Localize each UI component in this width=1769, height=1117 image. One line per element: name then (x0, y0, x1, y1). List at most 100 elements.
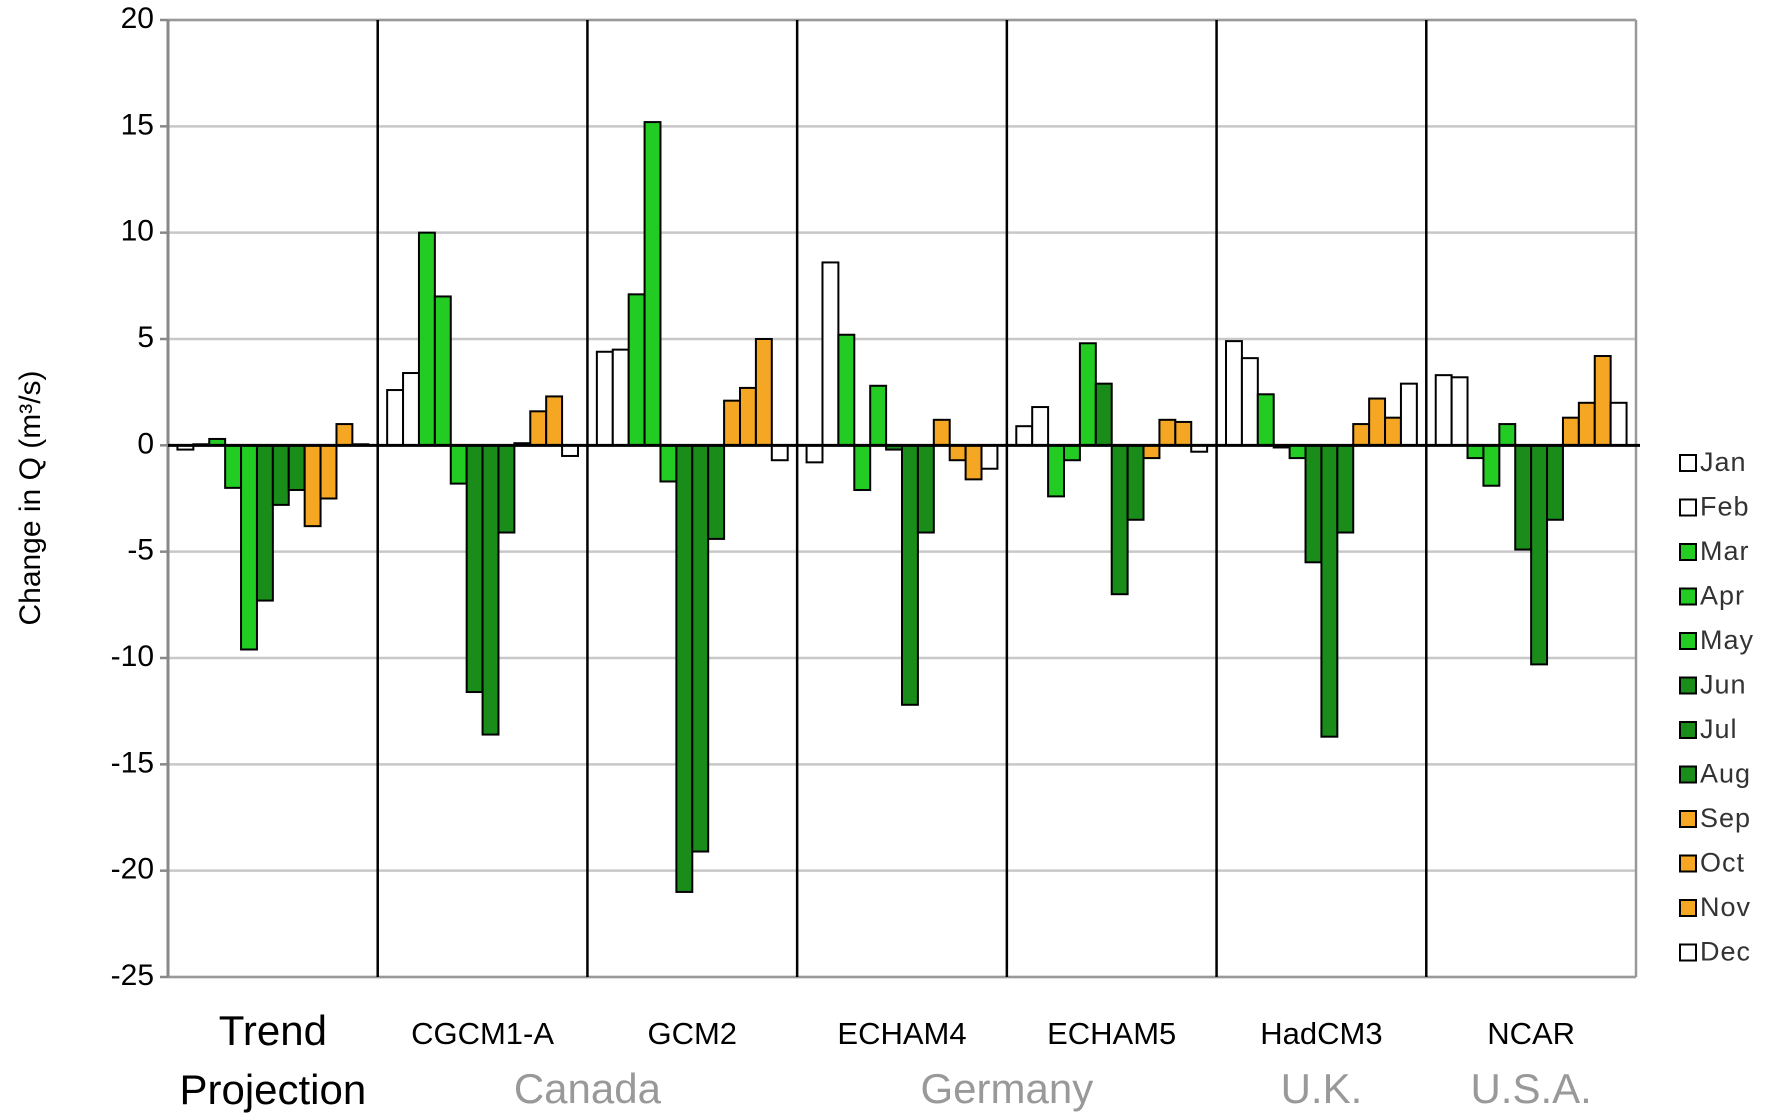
x-tick-label: ECHAM4 (837, 1016, 967, 1051)
bar (1110, 444, 1129, 596)
x-tick-label: NCAR (1487, 1016, 1576, 1051)
legend-label: Oct (1700, 848, 1745, 878)
bar (627, 293, 646, 447)
legend-label: Sep (1700, 803, 1751, 833)
bar (805, 444, 824, 464)
bar (335, 423, 354, 447)
bar (1609, 401, 1628, 447)
y-tick-label: -15 (111, 746, 154, 779)
bar (402, 372, 420, 447)
bar (240, 444, 258, 651)
bar (1561, 416, 1580, 447)
legend-swatch (1679, 454, 1697, 472)
bar (1288, 444, 1307, 460)
bar (980, 444, 999, 470)
bar (224, 444, 243, 489)
bar (287, 444, 306, 491)
bar (319, 444, 338, 500)
legend-swatch (1679, 632, 1697, 650)
legend-swatch (1679, 676, 1697, 695)
y-tick-label: 20 (121, 2, 154, 35)
y-tick-label: -10 (111, 640, 154, 673)
bar (1546, 444, 1564, 521)
bar (1352, 423, 1371, 447)
legend-swatch (1679, 899, 1697, 917)
bar (1256, 393, 1275, 447)
legend-swatch (1679, 943, 1697, 962)
legend-swatch (1679, 854, 1697, 873)
bar (465, 444, 484, 694)
y-tick-label: -20 (111, 853, 154, 886)
group-label: Canada (513, 1065, 661, 1112)
legend-label: Mar (1700, 536, 1750, 566)
legend-label: Jul (1700, 714, 1738, 744)
bar (853, 444, 872, 491)
bar (691, 444, 710, 853)
bar (417, 231, 436, 447)
bar (1466, 444, 1485, 460)
bar (1225, 340, 1243, 447)
legend-label: Apr (1700, 581, 1745, 611)
x-tick-label: Trend Projection (179, 1007, 367, 1113)
bar (643, 121, 662, 447)
bar (964, 444, 983, 481)
legend-swatch (1679, 765, 1697, 784)
legend-label: Jan (1700, 447, 1747, 477)
bar (675, 444, 694, 893)
bar (1577, 401, 1596, 447)
legend-label: Aug (1700, 759, 1751, 789)
bar (1482, 444, 1501, 487)
bar (837, 333, 856, 447)
y-tick-label: -25 (111, 959, 154, 992)
bar (255, 444, 274, 602)
bar (561, 444, 579, 457)
bar (1063, 444, 1081, 462)
bar (869, 384, 888, 447)
x-tick-label: ECHAM5 (1047, 1016, 1177, 1051)
bar (545, 395, 564, 447)
group-label: U.S.A. (1470, 1065, 1592, 1112)
bar (386, 389, 405, 447)
bar (1078, 342, 1097, 447)
legend-swatch (1679, 810, 1697, 828)
group-label: U.K. (1280, 1065, 1363, 1112)
bar (303, 444, 322, 528)
y-tick-label: 0 (137, 427, 154, 460)
legend-swatch (1679, 587, 1697, 606)
bar (1368, 397, 1387, 447)
bar (1450, 376, 1469, 447)
bar (449, 444, 468, 485)
bar (770, 444, 789, 462)
legend-swatch (1679, 498, 1697, 517)
bar (932, 418, 951, 447)
x-tick-label: GCM2 (647, 1016, 738, 1051)
bar (1240, 357, 1259, 447)
bar (738, 386, 757, 447)
bar (1047, 444, 1066, 498)
y-tick-label: -5 (127, 534, 154, 567)
bar (1320, 444, 1339, 738)
bar (1384, 416, 1402, 447)
bar (1399, 382, 1418, 447)
bar (1304, 444, 1323, 564)
bar (1434, 374, 1453, 447)
bar (271, 444, 290, 506)
bar (1126, 444, 1145, 521)
bar (659, 444, 678, 483)
bar (1593, 355, 1612, 447)
legend-label: Dec (1700, 937, 1751, 967)
bar (529, 410, 548, 447)
bar (433, 295, 452, 447)
bar (1514, 444, 1533, 551)
legend-swatch (1679, 543, 1697, 561)
bar (901, 444, 919, 706)
bar (1158, 418, 1177, 447)
bar (1498, 423, 1517, 447)
bar (1174, 420, 1193, 447)
bar (611, 348, 630, 447)
bar (948, 444, 967, 462)
bar (1530, 444, 1549, 666)
bar (1142, 444, 1161, 460)
